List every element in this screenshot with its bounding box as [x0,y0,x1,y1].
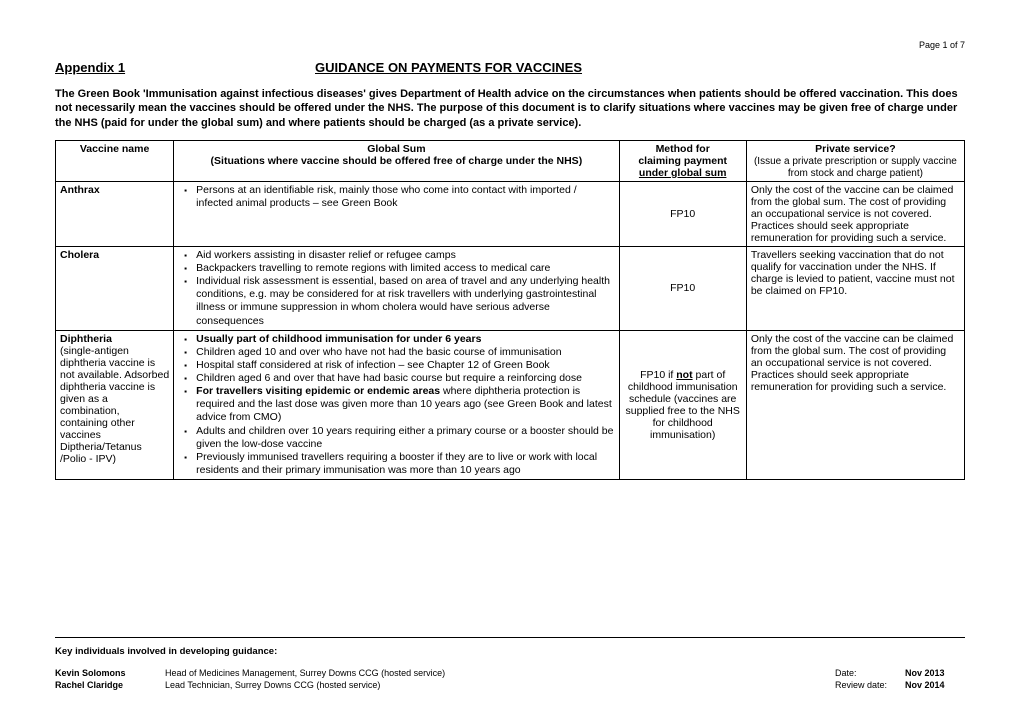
th-private: Private service? (Issue a private prescr… [746,140,964,181]
footer-person-role: Lead Technician, Surrey Downs CCG (hoste… [165,679,835,692]
footer-person-row: Kevin SolomonsHead of Medicines Manageme… [55,667,965,680]
list-item: Children aged 6 and over that have had b… [182,372,614,385]
cell-method: FP10 if not part of childhood immunisati… [619,330,746,479]
cell-global-sum: Usually part of childhood immunisation f… [174,330,619,479]
table-row: Diphtheria(single-antigen diphtheria vac… [56,330,965,479]
footer-date: Nov 2014 [905,679,965,692]
th-global-sub: (Situations where vaccine should be offe… [211,155,583,167]
list-item: Persons at an identifiable risk, mainly … [182,184,614,210]
th-global: Global Sum (Situations where vaccine sho… [174,140,619,181]
intro-text: The Green Book 'Immunisation against inf… [55,87,965,130]
cell-private: Only the cost of the vaccine can be clai… [746,330,964,479]
table-row: Cholera Aid workers assisting in disaster… [56,246,965,330]
cell-private: Travellers seeking vaccination that do n… [746,246,964,330]
th-private-top: Private service? [815,143,896,155]
cell-method: FP10 [619,246,746,330]
list-item: Hospital staff considered at risk of inf… [182,359,614,372]
page-number: Page 1 of 7 [55,40,965,50]
th-global-top: Global Sum [367,143,425,155]
list-item: Children aged 10 and over who have not h… [182,346,614,359]
doc-title: GUIDANCE ON PAYMENTS FOR VACCINES [315,60,582,75]
cell-vaccine-name: Cholera [56,246,174,330]
cell-method: FP10 [619,181,746,246]
list-item: Adults and children over 10 years requir… [182,425,614,451]
th-vaccine: Vaccine name [56,140,174,181]
th-method: Method for claiming payment under global… [619,140,746,181]
th-method-2: claiming payment [638,155,727,167]
list-item: Usually part of childhood immunisation f… [182,333,614,346]
footer-person-name: Kevin Solomons [55,667,165,680]
cell-global-sum: Persons at an identifiable risk, mainly … [174,181,619,246]
th-method-1: Method for [656,143,710,155]
footer-person-row: Rachel ClaridgeLead Technician, Surrey D… [55,679,965,692]
footer: Key individuals involved in developing g… [55,637,965,692]
list-item: Aid workers assisting in disaster relief… [182,249,614,262]
th-method-3: under global sum [639,167,727,179]
cell-vaccine-name: Diphtheria(single-antigen diphtheria vac… [56,330,174,479]
cell-global-sum: Aid workers assisting in disaster relief… [174,246,619,330]
list-item: Backpackers travelling to remote regions… [182,262,614,275]
footer-person-role: Head of Medicines Management, Surrey Dow… [165,667,835,680]
list-item: Previously immunised travellers requirin… [182,451,614,477]
vaccine-table: Vaccine name Global Sum (Situations wher… [55,140,965,480]
footer-date: Nov 2013 [905,667,965,680]
th-private-sub: (Issue a private prescription or supply … [754,156,957,179]
list-item: Individual risk assessment is essential,… [182,275,614,328]
header-row: Appendix 1 GUIDANCE ON PAYMENTS FOR VACC… [55,60,965,75]
list-item: For travellers visiting epidemic or ende… [182,385,614,424]
footer-date-label: Review date: [835,679,905,692]
table-row: Anthrax Persons at an identifiable risk, … [56,181,965,246]
footer-title: Key individuals involved in developing g… [55,646,965,657]
cell-vaccine-name: Anthrax [56,181,174,246]
appendix-label: Appendix 1 [55,60,315,75]
footer-person-name: Rachel Claridge [55,679,165,692]
cell-private: Only the cost of the vaccine can be clai… [746,181,964,246]
footer-date-label: Date: [835,667,905,680]
